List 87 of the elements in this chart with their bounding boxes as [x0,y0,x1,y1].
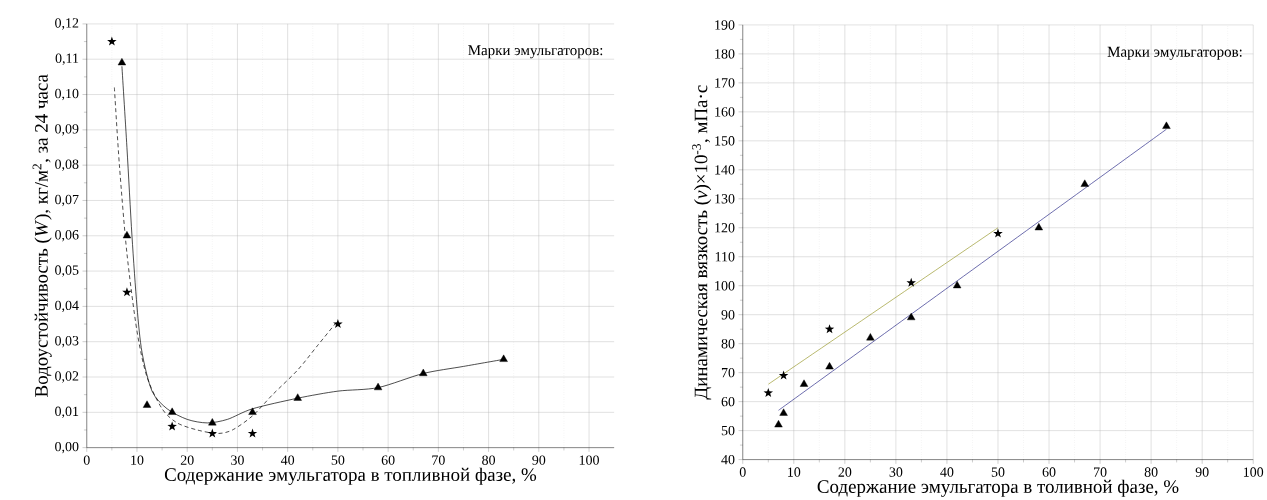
y-tick-label: 0,00 [55,441,79,454]
x-tick-label: 30 [231,455,244,465]
point [248,407,257,415]
point [373,382,383,390]
y-tick-label: 80 [721,338,735,349]
y-tick-label: 0,12 [55,17,79,30]
x-tick-label: 90 [1195,467,1209,477]
y-tick-label: 170 [715,77,735,88]
point [953,280,962,288]
y-tick-label: 0,11 [55,53,79,65]
point [1162,121,1171,129]
y-tick-label: 100 [715,280,735,291]
y-tick-label: 160 [715,106,735,117]
y-axis-title: Динамическая вязкость (v)×10$^{-3}$, мПа·с [692,85,712,400]
x-tick-label: 10 [131,455,144,465]
x-axis-title: Содержание эмульгатора в топливной фазе, % [164,467,537,485]
point [774,419,783,428]
x-tick-label: 0 [83,455,90,465]
y-tick-label: 180 [715,48,735,59]
x-tick-label: 0 [739,467,746,477]
point [208,417,217,426]
x-tick-label: 90 [532,455,546,465]
y-tick-label: 0,09 [55,123,79,136]
point [107,36,117,46]
y-axis-title: Водоустойчивость (W), кг/м$^{2}$, за 24 часа [32,74,52,397]
y-tick-label: 150 [715,135,735,146]
x-tick-label: 20 [180,455,194,465]
y-tick-label: 0,03 [55,335,79,348]
y-tick-label: 0,01 [55,406,79,418]
y-tick-label: 120 [715,222,735,233]
point [993,228,1003,238]
y-tick-label: 0,04 [55,300,79,312]
y-tick-label: 70 [721,367,735,378]
x-tick-label: 20 [838,467,852,477]
point [824,323,835,333]
point [142,400,152,408]
x-tick-label: 100 [579,455,599,465]
x-tick-label: 10 [788,467,801,477]
y-tick-label: 140 [715,164,735,175]
y-tick-label: 60 [721,396,735,407]
point [122,230,132,238]
point [825,361,834,370]
point [333,318,343,328]
legend-title: Марки эмульгаторов: [1107,46,1242,60]
point [779,408,788,416]
x-tick-label: 70 [432,455,445,465]
point [906,277,916,287]
x-tick-label: 50 [991,467,1005,477]
x-tick-label: 60 [1042,467,1056,477]
point [117,57,126,65]
point [866,332,875,341]
point [168,407,177,415]
point [1080,179,1089,187]
point [763,387,774,397]
y-tick-label: 190 [715,19,735,30]
point [499,354,508,362]
x-tick-label: 40 [280,455,295,465]
point [419,368,428,376]
x-tick-label: 50 [331,455,345,465]
point [778,370,789,380]
x-tick-label: 60 [381,455,395,465]
point [207,428,218,438]
point [907,312,916,320]
point [167,421,177,431]
y-tick-label: 130 [715,193,735,204]
y-tick-label: 0,06 [55,229,79,242]
legend-title: Марки эмульгаторов: [468,45,603,59]
y-tick-label: 0,10 [55,88,79,101]
point [799,379,809,387]
y-tick-label: 90 [721,309,735,320]
point [293,393,302,401]
x-tick-label: 70 [1094,467,1107,477]
x-axis-title: Содержание эмульгатора в толивной фазе, % [817,479,1179,497]
y-tick-label: 0,05 [55,265,79,277]
x-tick-label: 30 [889,467,903,477]
point [247,428,258,438]
x-tick-label: 40 [940,467,954,477]
y-tick-label: 110 [715,251,735,262]
point [122,287,132,297]
point [1034,222,1043,230]
y-tick-label: 0,02 [55,371,79,383]
x-tick-label: 100 [1243,467,1264,477]
y-tick-label: 0,07 [55,194,79,206]
x-tick-label: 80 [1144,467,1158,477]
y-tick-label: 0,08 [55,159,79,171]
x-tick-label: 80 [482,455,496,465]
y-tick-label: 50 [721,425,735,436]
